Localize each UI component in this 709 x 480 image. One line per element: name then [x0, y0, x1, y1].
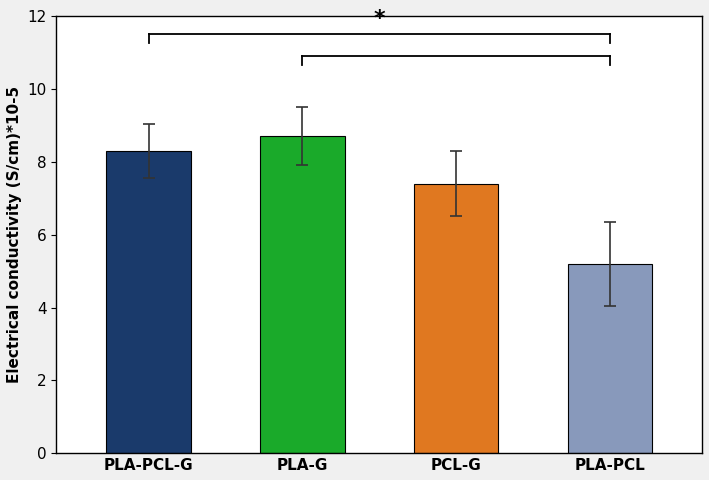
Bar — [568, 264, 652, 453]
Text: *: * — [374, 9, 385, 29]
Y-axis label: Electrical conductivity (S/cm)*10-5: Electrical conductivity (S/cm)*10-5 — [7, 86, 22, 383]
Bar — [260, 136, 345, 453]
Bar — [106, 151, 191, 453]
Bar — [414, 184, 498, 453]
